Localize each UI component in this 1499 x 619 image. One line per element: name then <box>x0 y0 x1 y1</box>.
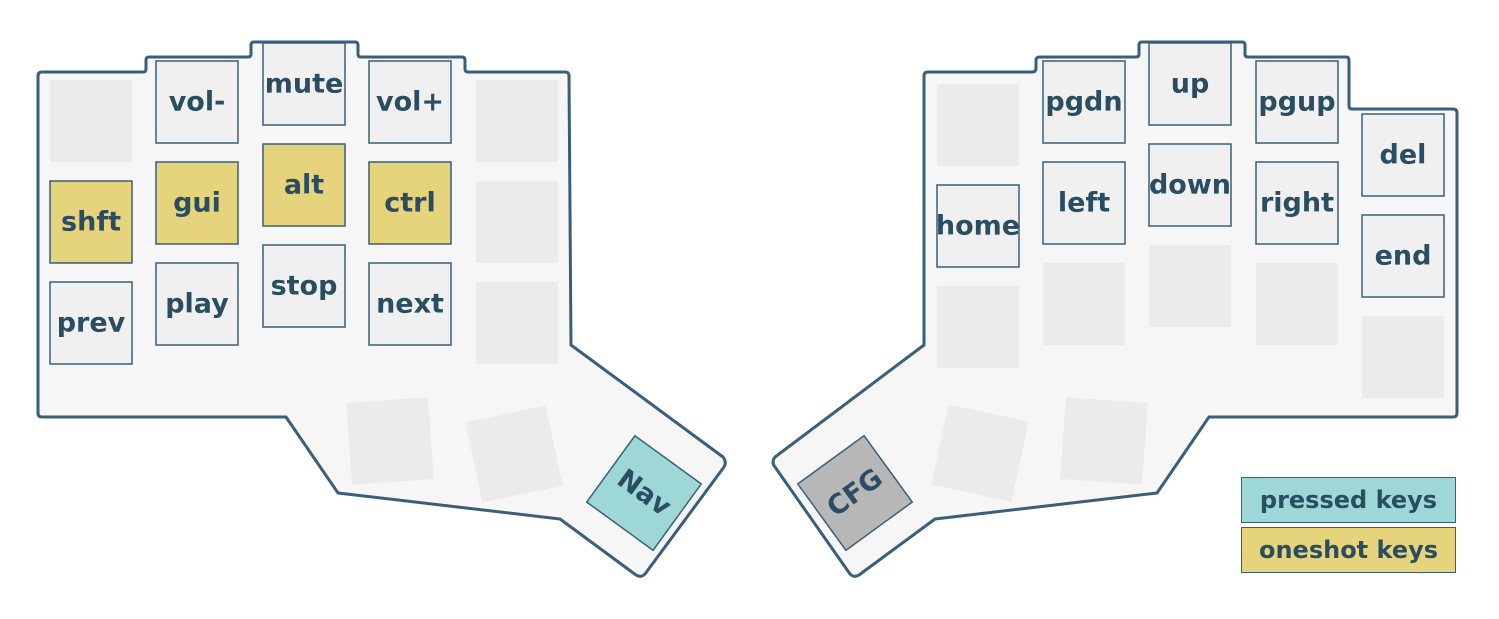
key-cap <box>1256 263 1338 345</box>
left-empty-thumb-key-0 <box>346 397 434 485</box>
key-cap <box>368 161 452 245</box>
key-stop: stop <box>262 244 346 328</box>
key-label: next <box>376 289 444 320</box>
key-cap <box>465 405 563 503</box>
key-cap <box>346 397 434 485</box>
key-cap <box>155 262 239 346</box>
key-cap <box>1042 60 1126 144</box>
key-cap <box>155 161 239 245</box>
key-shft: shft <box>49 180 133 264</box>
right-empty-key-r2-c3 <box>1256 263 1338 345</box>
key-cap <box>262 244 346 328</box>
key-cap <box>1148 42 1232 126</box>
key-home: home <box>936 184 1020 268</box>
key-cap <box>368 262 452 346</box>
key-next: next <box>368 262 452 346</box>
key-label: vol+ <box>376 87 444 118</box>
key-label: play <box>165 289 229 320</box>
right-empty-key-r2-c2 <box>1149 245 1231 327</box>
key-cap <box>50 80 132 162</box>
key-label: vol- <box>169 87 226 118</box>
key-vol-: vol+ <box>368 60 452 144</box>
key-cap <box>1361 214 1445 298</box>
right-empty-key-r2-c4 <box>1362 316 1444 398</box>
left-empty-key-r0-c4 <box>476 80 558 162</box>
right-half-keys: pgdn up pgup del home left down right end CFG <box>796 42 1445 552</box>
key-cap <box>937 286 1019 368</box>
right-empty-key-r0-c0 <box>937 84 1019 166</box>
thumb-key-nav: Nav <box>585 434 703 552</box>
key-label: down <box>1149 170 1231 201</box>
key-cap <box>1042 161 1126 245</box>
key-cap <box>476 181 558 263</box>
right-empty-thumb-key-1 <box>931 404 1029 502</box>
key-label: pgup <box>1258 87 1335 118</box>
left-empty-thumb-key-1 <box>465 405 563 503</box>
key-up: up <box>1148 42 1232 126</box>
key-cap <box>476 282 558 364</box>
key-gui: gui <box>155 161 239 245</box>
key-cap <box>1060 397 1148 485</box>
key-label: home <box>936 211 1020 242</box>
key-label: alt <box>284 170 324 201</box>
key-cap <box>1149 245 1231 327</box>
left-empty-key-r0-c0 <box>50 80 132 162</box>
key-label: right <box>1260 188 1334 219</box>
key-cap <box>368 60 452 144</box>
key-cap <box>1043 263 1125 345</box>
key-ctrl: ctrl <box>368 161 452 245</box>
key-label: del <box>1380 140 1427 171</box>
legend-pressed-keys: pressed keys <box>1241 477 1456 523</box>
key-cap <box>1361 113 1445 197</box>
key-label: up <box>1171 69 1210 100</box>
right-empty-key-r2-c0 <box>937 286 1019 368</box>
legend-oneshot-label: oneshot keys <box>1258 536 1439 564</box>
key-cap <box>49 180 133 264</box>
key-label: ctrl <box>384 188 435 219</box>
key-pgup: pgup <box>1255 60 1339 144</box>
thumb-key-cfg: CFG <box>796 434 914 552</box>
key-label: prev <box>57 308 126 339</box>
key-cap <box>262 42 346 126</box>
left-empty-key-r1-c4 <box>476 181 558 263</box>
key-cap <box>585 434 703 552</box>
key-left: left <box>1042 161 1126 245</box>
key-cap <box>931 404 1029 502</box>
right-empty-key-r2-c1 <box>1043 263 1125 345</box>
key-cap <box>1255 60 1339 144</box>
key-cap <box>796 434 914 552</box>
right-empty-thumb-key-2 <box>1060 397 1148 485</box>
key-alt: alt <box>262 143 346 227</box>
left-empty-key-r2-c4 <box>476 282 558 364</box>
key-del: del <box>1361 113 1445 197</box>
key-play: play <box>155 262 239 346</box>
key-cap <box>1148 143 1232 227</box>
key-cap <box>937 84 1019 166</box>
key-cap <box>476 80 558 162</box>
key-end: end <box>1361 214 1445 298</box>
key-pgdn: pgdn <box>1042 60 1126 144</box>
key-cap <box>936 184 1020 268</box>
key-cap <box>155 60 239 144</box>
left-half-keys: vol-mute vol+ shft gui alt ctrl prev play stop ne… <box>49 42 703 552</box>
key-label: gui <box>173 188 221 219</box>
key-cap <box>1362 316 1444 398</box>
key-right: right <box>1255 161 1339 245</box>
key-cap <box>49 281 133 365</box>
key-prev: prev <box>49 281 133 365</box>
key-label: mute <box>265 69 344 100</box>
key-mute: mute <box>262 42 346 126</box>
key-cap <box>1255 161 1339 245</box>
legend-oneshot-keys: oneshot keys <box>1241 527 1456 573</box>
key-label: pgdn <box>1045 87 1122 118</box>
key-label: shft <box>61 207 121 238</box>
key-vol-: vol- <box>155 60 239 144</box>
key-cap <box>262 143 346 227</box>
key-down: down <box>1148 143 1232 227</box>
legend-pressed-label: pressed keys <box>1259 486 1438 514</box>
key-label: stop <box>271 271 338 302</box>
key-label: end <box>1375 241 1432 272</box>
key-label: left <box>1058 188 1110 219</box>
